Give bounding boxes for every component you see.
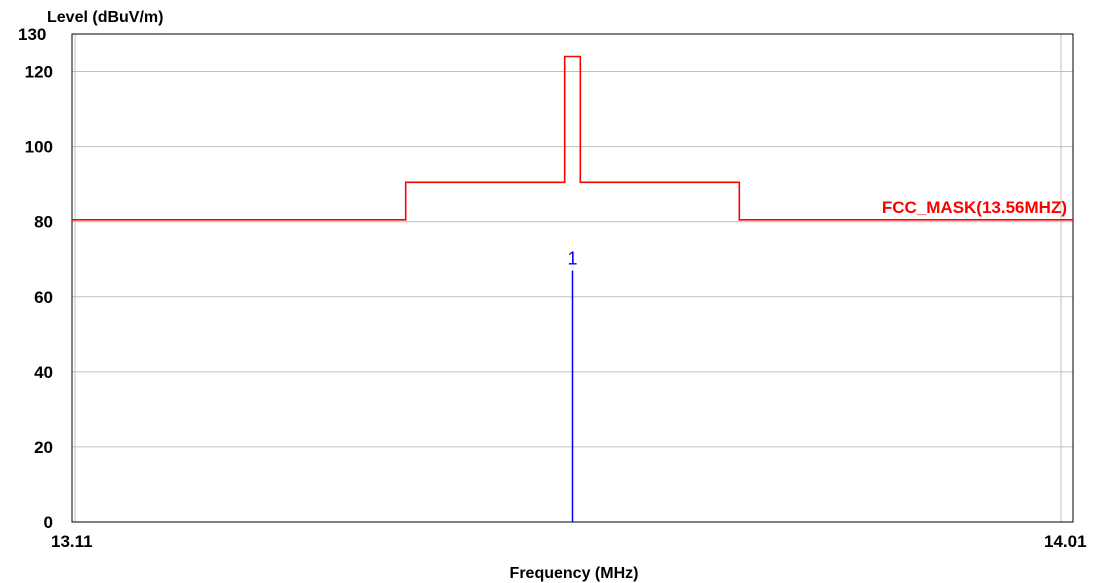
x-tick-label-min: 13.11: [51, 532, 93, 551]
y-tick-label: 120: [25, 63, 53, 82]
y-tick-label: 80: [34, 213, 53, 232]
y-axis-title: Level (dBuV/m): [47, 9, 163, 26]
y-tick-label: 0: [44, 513, 53, 532]
y-tick-label: 40: [34, 363, 53, 382]
series-line-fcc-mask: [72, 55, 1073, 221]
y-tick-label: 100: [25, 138, 53, 157]
series-layer: FCC_MASK(13.56MHZ): [72, 55, 1073, 221]
marker-label: 1: [567, 248, 577, 268]
series-label: FCC_MASK(13.56MHZ): [882, 198, 1067, 217]
x-tick-label-max: 14.01: [1044, 532, 1087, 551]
x-axis-title: Frequency (MHz): [510, 565, 639, 582]
markers-layer: 1: [567, 248, 578, 522]
y-tick-labels: 0 20 40 60 80 100 120: [25, 63, 53, 532]
y-tick-label: 20: [34, 438, 53, 457]
y-tick-label: 60: [34, 288, 53, 307]
y-top-label: 130: [18, 25, 46, 44]
